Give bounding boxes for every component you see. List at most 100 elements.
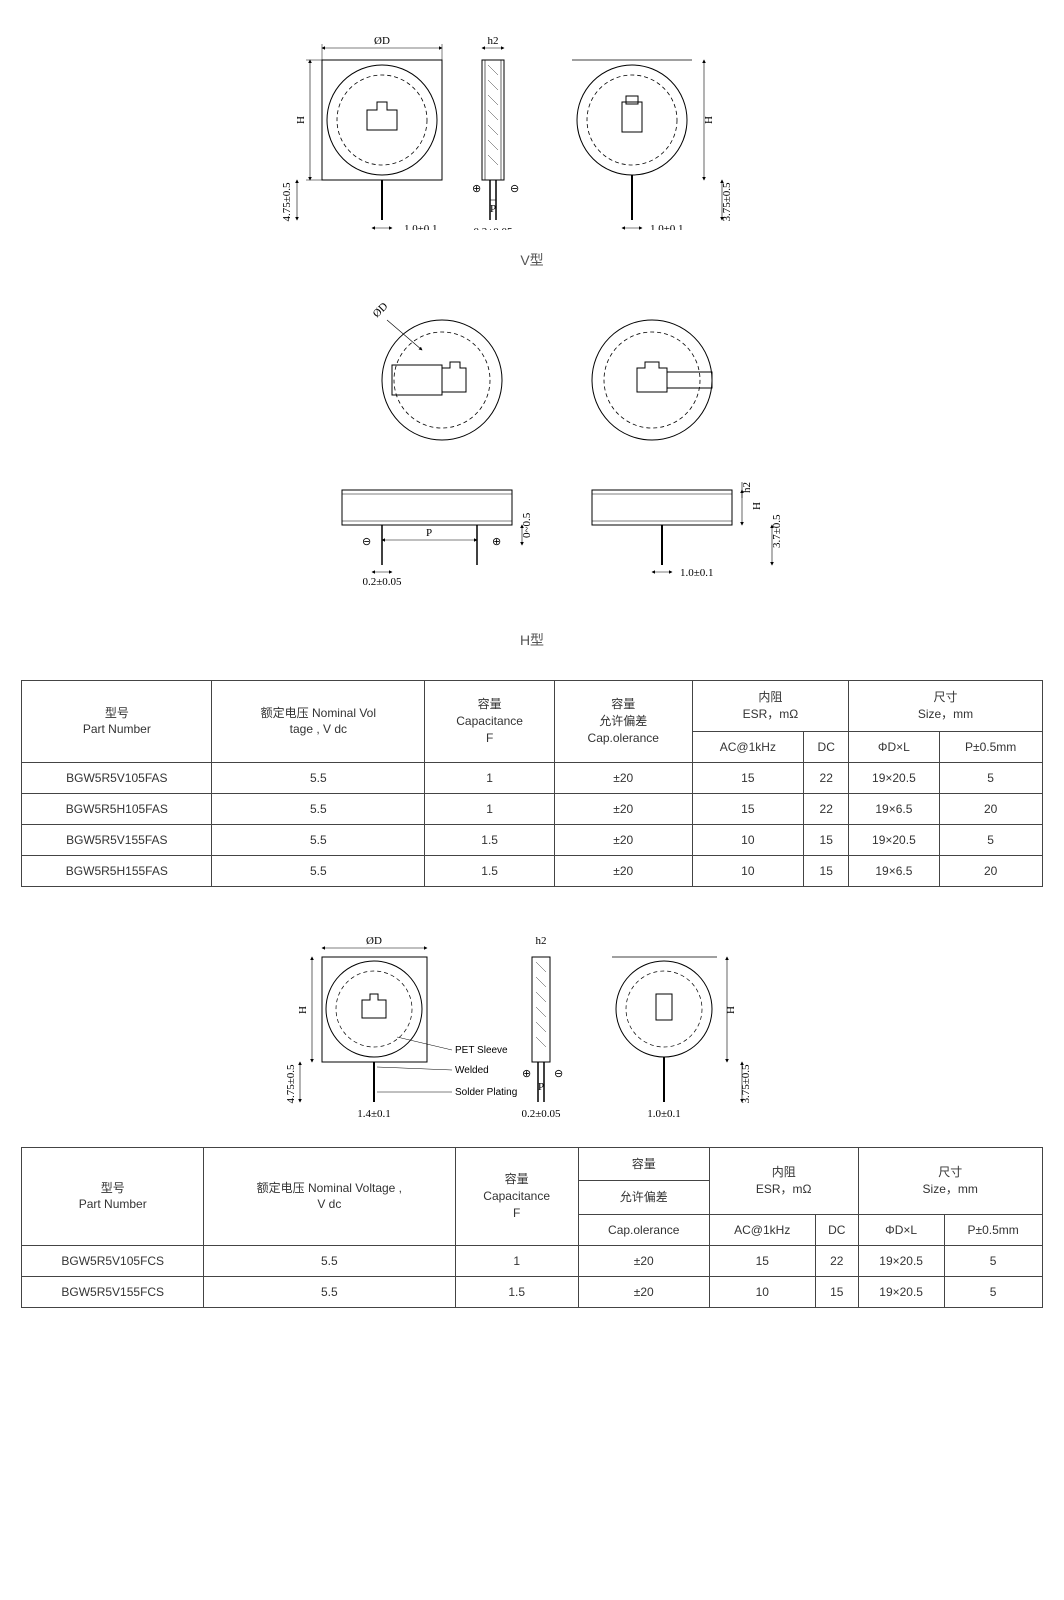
- table-cell: 15: [804, 824, 849, 855]
- t2-esr-hdr: 内阻ESR，mΩ: [709, 1147, 858, 1215]
- table-cell: 5.5: [212, 824, 425, 855]
- polarity-minus: ⊖: [510, 183, 519, 195]
- diagram-vtype: ØD H 4.75±0.5 1.0±0.1 h2 ⊕ ⊖ P: [0, 20, 1064, 230]
- table-cell: 5.5: [212, 793, 425, 824]
- t1-tol-hdr: 容量允许偏差Cap.olerance: [554, 681, 692, 763]
- table-cell: 15: [692, 762, 804, 793]
- table-cell: 1: [455, 1246, 578, 1277]
- table-cell: BGW5R5V155FCS: [22, 1277, 204, 1308]
- table-cell: 5: [939, 824, 1042, 855]
- table-cell: ±20: [554, 855, 692, 886]
- t2-dl-hdr: ΦD×L: [858, 1215, 944, 1246]
- label-htype: H型: [0, 630, 1064, 650]
- table-cell: 19×20.5: [858, 1246, 944, 1277]
- table-cell: ±20: [554, 824, 692, 855]
- t2-ac-hdr: AC@1kHz: [709, 1215, 815, 1246]
- table-row: BGW5R5V105FAS5.51±20152219×20.55: [22, 762, 1042, 793]
- table-cell: BGW5R5H155FAS: [22, 855, 212, 886]
- t1-cap-hdr: 容量CapacitanceF: [425, 681, 555, 763]
- dim-H: H: [295, 116, 307, 124]
- callout-solder: Solder Plating: [455, 1087, 517, 1098]
- spec-table-2: 型号Part Number 额定电压 Nominal Voltage ,V dc…: [21, 1147, 1042, 1309]
- dim-phiD: ØD: [374, 35, 390, 47]
- spec-table-1: 型号Part Number 额定电压 Nominal Voltage , V d…: [21, 680, 1042, 887]
- dim-10: 1.0±0.1: [404, 223, 438, 230]
- table-cell: 1.5: [455, 1277, 578, 1308]
- t2-size-hdr: 尺寸Size，mm: [858, 1147, 1042, 1215]
- t1-dc-hdr: DC: [804, 731, 849, 762]
- dim-h2: h2: [488, 35, 499, 47]
- table-cell: 5: [944, 1277, 1042, 1308]
- pol-minus-b: ⊖: [554, 1068, 563, 1080]
- table-cell: 19×6.5: [849, 855, 939, 886]
- dim-005: 0~0.5: [521, 512, 533, 538]
- table-row: BGW5R5V105FCS5.51±20152219×20.55: [22, 1246, 1042, 1277]
- table-cell: 22: [815, 1246, 858, 1277]
- dim-H2: H: [703, 116, 715, 124]
- t2-tol-hdr3: Cap.olerance: [578, 1215, 709, 1246]
- dim-02-b: 0.2±0.05: [521, 1108, 561, 1120]
- table-cell: 10: [692, 855, 804, 886]
- dim-P-h: P: [426, 527, 432, 539]
- t2-partno-hdr: 型号Part Number: [22, 1147, 204, 1246]
- polarity-plus: ⊕: [472, 183, 481, 195]
- dim-02: 0.2±0.05: [473, 226, 513, 230]
- table-cell: 5: [939, 762, 1042, 793]
- table-cell: BGW5R5H105FAS: [22, 793, 212, 824]
- table-cell: ±20: [578, 1246, 709, 1277]
- table-cell: 15: [804, 855, 849, 886]
- table-cell: BGW5R5V155FAS: [22, 824, 212, 855]
- dim-10-h: 1.0±0.1: [680, 567, 714, 579]
- dim-475-b: 4.75±0.5: [285, 1064, 297, 1104]
- dim-375: 3.75±0.5: [721, 182, 733, 222]
- table-cell: 19×20.5: [858, 1277, 944, 1308]
- table-cell: 19×6.5: [849, 793, 939, 824]
- dim-02-h: 0.2±0.05: [362, 576, 402, 588]
- table-cell: 15: [815, 1277, 858, 1308]
- table-cell: 19×20.5: [849, 762, 939, 793]
- pol-plus-b: ⊕: [522, 1068, 531, 1080]
- table-cell: 15: [709, 1246, 815, 1277]
- table-cell: 19×20.5: [849, 824, 939, 855]
- table-cell: 1.5: [425, 855, 555, 886]
- dim-375-b: 3.75±0.5: [740, 1064, 752, 1104]
- table-cell: ±20: [554, 762, 692, 793]
- t2-dc-hdr: DC: [815, 1215, 858, 1246]
- table-cell: 15: [692, 793, 804, 824]
- dim-37: 3.7±0.5: [771, 514, 783, 548]
- diagram-bottom: ØD H 4.75±0.5 PET Sleeve Welded Solder P…: [0, 927, 1064, 1127]
- dim-P-b: P: [538, 1081, 544, 1093]
- table-cell: BGW5R5V105FAS: [22, 762, 212, 793]
- table-cell: ±20: [578, 1277, 709, 1308]
- dim-h2-h: h2: [741, 482, 753, 493]
- table-cell: 1: [425, 793, 555, 824]
- table-cell: 5: [944, 1246, 1042, 1277]
- dim-14: 1.4±0.1: [357, 1108, 391, 1120]
- t2-tol-hdr2: 允许偏差: [578, 1181, 709, 1215]
- table-cell: 5.5: [212, 762, 425, 793]
- t1-partno-hdr: 型号Part Number: [22, 681, 212, 763]
- table-cell: ±20: [554, 793, 692, 824]
- table-row: BGW5R5H155FAS5.51.5±20101519×6.520: [22, 855, 1042, 886]
- dim-H-h: H: [751, 502, 763, 510]
- table-cell: 1: [425, 762, 555, 793]
- t2-cap-hdr: 容量CapacitanceF: [455, 1147, 578, 1246]
- dim-H-br: H: [725, 1006, 737, 1014]
- callout-welded: Welded: [455, 1065, 489, 1076]
- dim-phiD-h: ØD: [371, 300, 391, 320]
- dim-10b: 1.0±0.1: [650, 223, 684, 230]
- label-vtype: V型: [0, 250, 1064, 270]
- table-cell: 22: [804, 762, 849, 793]
- t1-esr-hdr: 内阻ESR，mΩ: [692, 681, 849, 732]
- t1-volt-hdr: 额定电压 Nominal Voltage , V dc: [212, 681, 425, 763]
- t1-p-hdr: P±0.5mm: [939, 731, 1042, 762]
- table-cell: 5.5: [212, 855, 425, 886]
- table-cell: 10: [709, 1277, 815, 1308]
- table-cell: 20: [939, 855, 1042, 886]
- table-row: BGW5R5V155FAS5.51.5±20101519×20.55: [22, 824, 1042, 855]
- table-cell: 1.5: [425, 824, 555, 855]
- diagram-htype: ØD ⊖ ⊕ P 0.2±0.05 0~0.5 h2 H: [0, 300, 1064, 610]
- t2-p-hdr: P±0.5mm: [944, 1215, 1042, 1246]
- callout-pet: PET Sleeve: [455, 1045, 508, 1056]
- t1-dl-hdr: ΦD×L: [849, 731, 939, 762]
